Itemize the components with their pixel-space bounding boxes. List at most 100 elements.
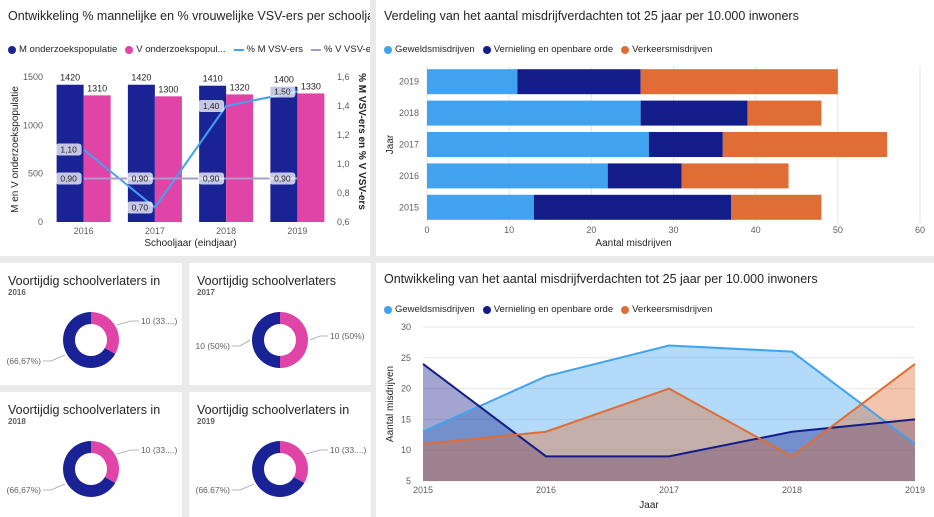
bar-geweld <box>427 132 649 157</box>
area-chart-title: Ontwikkeling van het aantal misdrijfverd… <box>384 272 818 286</box>
bar-data-label: 1420 <box>131 73 151 83</box>
legend-item-geweld[interactable]: Geweldsmisdrijven <box>384 304 475 315</box>
x-tick: 50 <box>833 225 843 235</box>
donut-slice-v <box>280 312 308 368</box>
legend-item-v-population[interactable]: V onderzoekspopul... <box>125 44 226 55</box>
legend-label: Geweldsmisdrijven <box>395 304 475 315</box>
legend-item-m-population[interactable]: M onderzoekspopulatie <box>8 44 117 55</box>
line-data-label: 0,90 <box>132 174 149 184</box>
legend-swatch <box>311 48 321 51</box>
bar-geweld <box>427 100 641 126</box>
stacked-bar-title: Verdeling van het aantal misdrijfverdach… <box>384 9 799 23</box>
donut-year: 2019 <box>197 417 215 426</box>
bar-verkeer <box>731 194 822 220</box>
legend-item-v-vsv[interactable]: % V VSV-ers <box>311 44 370 55</box>
bar-m-population <box>127 84 155 222</box>
y-tick-right: 0,8 <box>337 188 350 198</box>
donut-data-label: 10 (33....) <box>141 445 178 455</box>
y-tick: 20 <box>401 384 411 394</box>
donut-tile-2016: Voortijdig schoolverlaters in 2016 10 (3… <box>0 263 182 385</box>
y-tick: 2018 <box>399 108 419 118</box>
y-tick: 2019 <box>399 77 419 87</box>
legend-swatch <box>125 45 134 54</box>
y-tick: 2016 <box>399 171 419 181</box>
legend-label: Verkeersmisdrijven <box>632 304 713 315</box>
bar-m-population <box>270 86 298 223</box>
bar-v-population <box>226 94 254 222</box>
donut-year: 2016 <box>8 288 26 297</box>
x-tick: 0 <box>424 225 429 235</box>
y-axis-label: Aantal misdrijven <box>385 366 396 442</box>
bar-vernieling <box>640 100 748 126</box>
legend-swatch <box>384 305 392 314</box>
legend-swatch <box>233 48 244 51</box>
y-tick: 30 <box>401 322 411 332</box>
x-tick: 2018 <box>782 485 802 495</box>
area-chart-legend: Geweldsmisdrijven Vernieling en openbare… <box>384 304 720 315</box>
donut-leader-line <box>43 354 66 362</box>
donut-data-label: 10 (33....) <box>330 445 367 455</box>
donut-data-label: 10 (33....) <box>141 316 178 326</box>
donut-slice-v <box>91 312 119 354</box>
legend-item-vernieling[interactable]: Vernieling en openbare orde <box>482 304 613 315</box>
x-axis-label: Jaar <box>639 500 659 511</box>
donut-tile-2018: Voortijdig schoolverlaters in 2018 10 (3… <box>0 392 182 517</box>
donut-title: Voortijdig schoolverlaters in <box>8 403 161 417</box>
line-data-label: 0,90 <box>60 174 77 184</box>
line-data-label-bg <box>269 85 296 98</box>
y-tick: 5 <box>406 476 411 486</box>
line-data-label-bg <box>55 143 82 156</box>
donut-leader-line <box>232 339 251 347</box>
line-data-label-bg <box>126 172 153 185</box>
bar-vernieling <box>607 163 682 189</box>
x-tick: 2019 <box>905 485 925 495</box>
y-axis-label: Jaar <box>385 134 396 154</box>
bar-data-label: 1410 <box>203 74 223 84</box>
line-verkeer <box>422 363 916 458</box>
line-data-label-bg <box>198 172 225 185</box>
donut-data-label: 10 (50%) <box>330 331 365 341</box>
legend-item-verkeer[interactable]: Verkeersmisdrijven <box>621 304 712 315</box>
y-tick-left: 0 <box>38 217 43 227</box>
y-tick-left: 1000 <box>23 120 43 130</box>
y-tick-left: 1500 <box>23 72 43 82</box>
area-verkeer <box>423 363 915 481</box>
x-tick: 2019 <box>287 226 307 236</box>
stacked-bar-tile: Verdeling van het aantal misdrijfverdach… <box>376 0 934 256</box>
x-tick: 2017 <box>659 485 679 495</box>
legend-item-m-vsv[interactable]: % M VSV-ers <box>233 44 303 55</box>
donut-title: Voortijdig schoolverlaters in <box>8 274 161 288</box>
legend-item-verkeer[interactable]: Verkeersmisdrijven <box>621 44 712 55</box>
donut-tile-2017: Voortijdig schoolverlaters 2017 10 (50%)… <box>189 263 371 385</box>
y-tick: 15 <box>401 414 411 424</box>
legend-swatch <box>482 45 491 54</box>
donut-data-label: (66,67%) <box>7 485 42 495</box>
bar-vernieling <box>517 69 641 95</box>
bar-geweld <box>427 69 518 95</box>
legend-item-geweld[interactable]: Geweldsmisdrijven <box>384 44 475 55</box>
donut-chart: 10 (33....) (66,67%) <box>7 441 178 497</box>
x-tick: 2016 <box>536 485 556 495</box>
stacked-bar-legend: Geweldsmisdrijven Vernieling en openbare… <box>384 44 720 55</box>
line-vernieling <box>422 363 916 458</box>
donut-tile-2019: Voortijdig schoolverlaters in 2019 10 (3… <box>189 392 371 517</box>
donut-slice-m <box>252 312 280 368</box>
x-axis-label: Schooljaar (eindjaar) <box>144 238 236 249</box>
y-tick-right: 0,6 <box>337 217 350 227</box>
combo-chart: 0 500 1000 1500 0,6 0,8 1,0 1,2 1,4 1,6 M en V ond… <box>10 72 367 249</box>
donut-leader-line <box>309 335 328 341</box>
x-tick: 2015 <box>413 485 433 495</box>
donut-leader-line <box>43 483 66 491</box>
y-axis-label-left: M en V onderzoekspopulatie <box>10 86 21 213</box>
bar-vernieling <box>648 132 723 157</box>
donut-title: Voortijdig schoolverlaters in <box>197 403 350 417</box>
bar-verkeer <box>640 69 838 95</box>
area-chart: 5 10 15 20 25 30 2015 2016 2017 2018 2019 Aantal mi… <box>385 322 925 511</box>
donut-slice-m <box>63 312 116 368</box>
y-axis-label-right: % M VSV-ers en % V VSV-ers <box>356 73 367 210</box>
legend-item-vernieling[interactable]: Vernieling en openbare orde <box>482 44 613 55</box>
legend-label: Verkeersmisdrijven <box>632 44 713 55</box>
line-m-vsv <box>82 90 298 209</box>
line-data-label-bg <box>269 172 296 185</box>
donut-leader-line <box>116 449 139 455</box>
